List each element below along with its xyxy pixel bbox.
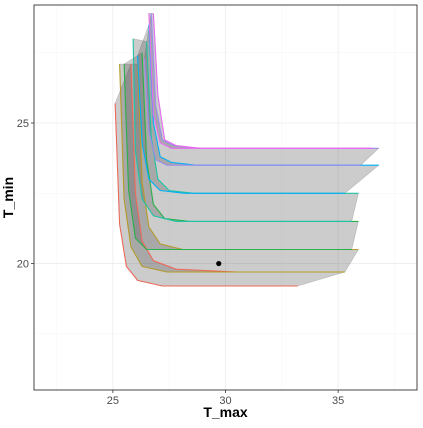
contour-line-lower bbox=[114, 103, 298, 287]
line-layer bbox=[114, 13, 379, 287]
contour-line-lower bbox=[148, 13, 372, 149]
y-tick-label: 20 bbox=[17, 259, 29, 271]
contour-line-lower bbox=[123, 63, 352, 251]
contour-line-lower bbox=[137, 55, 345, 194]
y-axis-title: T_min bbox=[0, 177, 16, 218]
x-tick-label: 30 bbox=[219, 395, 231, 407]
contour-line-lower bbox=[132, 38, 352, 222]
x-tick-label: 35 bbox=[332, 395, 344, 407]
contour-line-lower bbox=[119, 63, 345, 273]
x-tick-label: 25 bbox=[107, 395, 119, 407]
observation-point bbox=[216, 260, 222, 267]
x-axis-title: T_max bbox=[203, 404, 248, 420]
grid-layer bbox=[34, 5, 417, 390]
axis-layer: 25 30 35 20 25 bbox=[17, 118, 345, 407]
y-tick-label: 25 bbox=[17, 118, 29, 130]
contour-line-lower bbox=[143, 58, 361, 166]
point-layer bbox=[216, 260, 222, 267]
